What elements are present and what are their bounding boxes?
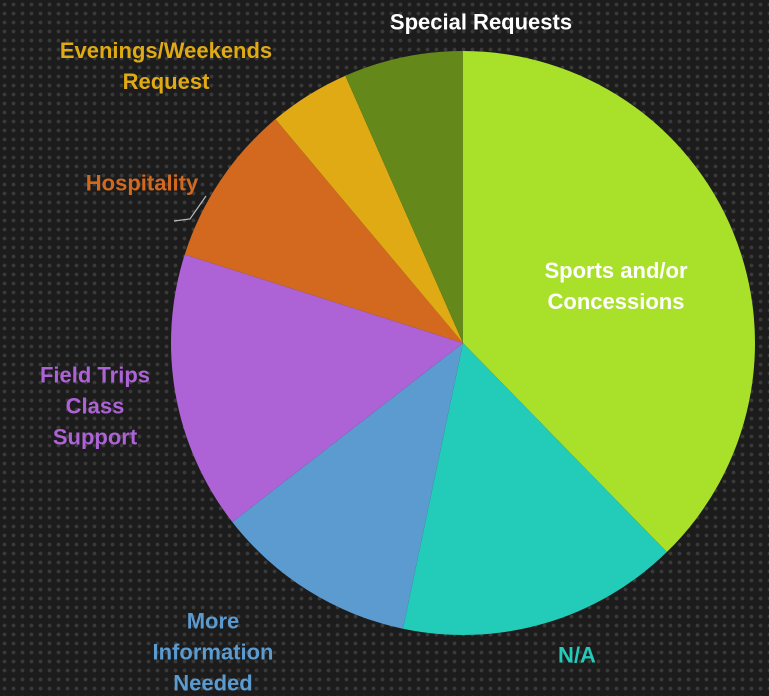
pie-slice xyxy=(345,51,463,343)
slice-label: Field Trips Class Support xyxy=(39,362,151,450)
slice-label: Evenings/Weekends Request xyxy=(59,38,273,94)
leader-line xyxy=(173,195,207,222)
pie-slice xyxy=(402,343,667,635)
slice-label: Hospitality xyxy=(85,170,199,196)
pie-slice xyxy=(170,254,463,522)
slice-label: N/A xyxy=(558,642,596,668)
slice-label: Sports and/or Concessions xyxy=(544,258,688,314)
pie-slice xyxy=(275,75,463,344)
pie-slice xyxy=(232,343,463,629)
pie-slice xyxy=(184,119,463,343)
slice-label: More Information Needed xyxy=(152,608,274,696)
pie-slice xyxy=(463,51,756,553)
slice-label: Special Requests xyxy=(389,9,573,35)
